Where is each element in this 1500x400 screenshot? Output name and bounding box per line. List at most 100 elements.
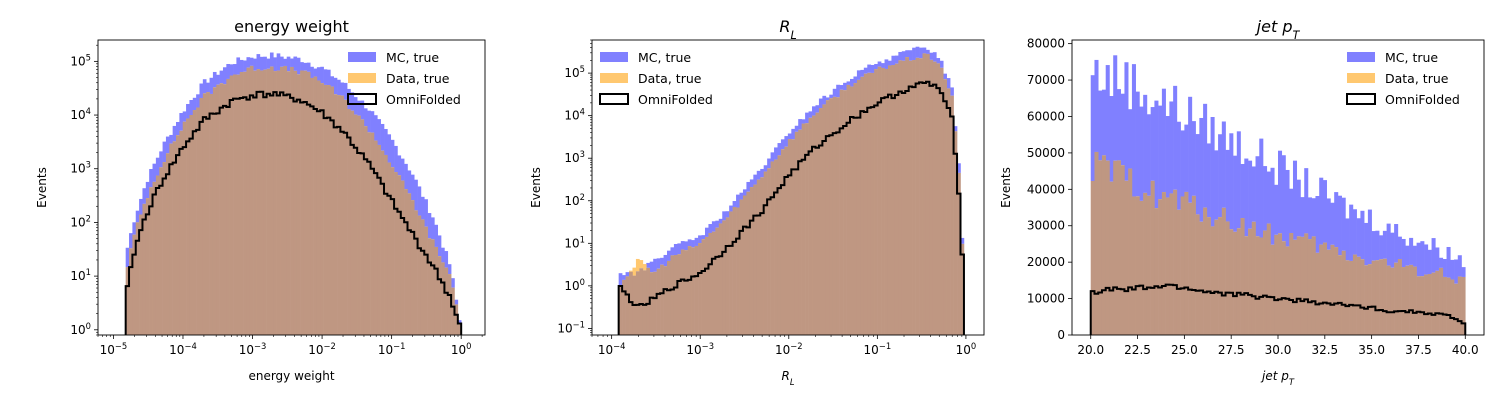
- histogram-bar: [273, 71, 277, 335]
- histogram-bar: [437, 235, 442, 257]
- histogram-bar: [1101, 89, 1107, 156]
- histogram-bar: [407, 193, 412, 335]
- histogram-bar: [243, 60, 247, 72]
- histogram-bar: [846, 84, 851, 335]
- histogram-bar: [618, 285, 623, 335]
- histogram-bar: [1131, 64, 1136, 197]
- histogram-bar: [172, 141, 177, 335]
- histogram-bar: [770, 152, 775, 162]
- histogram-bar: [684, 241, 689, 251]
- histogram-bar: [1390, 267, 1395, 335]
- histogram-bar: [367, 132, 371, 335]
- chart-panel-1: 10−5 10−4 10−3 10−2 10−1 100 100 101 102 103 104 10…: [35, 17, 486, 383]
- histogram-bar: [812, 115, 816, 335]
- histogram-bar: [839, 89, 844, 335]
- histogram-bar: [380, 150, 385, 335]
- histogram-bar: [176, 121, 180, 136]
- histogram-bar: [451, 278, 455, 288]
- histogram-bar: [905, 50, 910, 58]
- histogram-bar: [1131, 196, 1136, 335]
- histogram-bar: [960, 243, 965, 335]
- histogram-bar: [1345, 218, 1350, 261]
- histogram-bar: [155, 175, 160, 335]
- histogram-bar: [424, 199, 428, 227]
- histogram-bar: [1450, 259, 1455, 280]
- histogram-bar: [915, 46, 920, 58]
- histogram-bar: [805, 123, 809, 335]
- legend-label: MC, true: [1385, 50, 1438, 65]
- histogram-bar: [815, 112, 820, 335]
- histogram-bar: [1255, 236, 1260, 335]
- histogram-bar: [1371, 231, 1376, 261]
- histogram-bar: [829, 94, 834, 99]
- histogram-bar: [1439, 257, 1444, 268]
- histogram-bar: [698, 243, 702, 335]
- series-omnifolded-step: [124, 90, 463, 335]
- histogram-bar: [1379, 235, 1384, 260]
- histogram-bar: [125, 267, 130, 335]
- histogram-bar: [1292, 239, 1298, 335]
- y-tick-label: 104: [564, 107, 585, 123]
- histogram-bar: [1330, 202, 1335, 245]
- x-tick-label: 10−1: [864, 341, 892, 357]
- histogram-bar: [791, 139, 796, 335]
- histogram-bar: [950, 87, 954, 96]
- y-tick-label: 50000: [1027, 146, 1065, 160]
- histogram-bar: [370, 132, 375, 335]
- histogram-bar: [1188, 202, 1193, 335]
- histogram-bar: [901, 60, 906, 335]
- histogram-bar: [337, 79, 341, 96]
- chart-title: RL: [779, 17, 796, 42]
- histogram-bar: [1120, 165, 1125, 335]
- legend-label: OmniFolded: [1385, 92, 1460, 107]
- histogram-bar: [1124, 180, 1129, 335]
- x-tick-label: 10−3: [239, 341, 267, 357]
- plot-area: [124, 52, 463, 335]
- histogram-bar: [280, 66, 284, 335]
- histogram-bar: [333, 94, 338, 335]
- histogram-bar: [1289, 233, 1294, 335]
- histogram-bar: [1135, 91, 1140, 197]
- histogram-bar: [708, 232, 713, 335]
- histogram-bar: [1139, 200, 1144, 335]
- histogram-bar: [687, 239, 692, 247]
- histogram-bar: [1195, 214, 1200, 335]
- histogram-bar: [767, 158, 771, 169]
- histogram-bar: [414, 179, 418, 211]
- histogram-bar: [646, 262, 651, 268]
- series-omnifolded-step: [1089, 283, 1467, 335]
- series-overlap-bars: [618, 53, 965, 335]
- chart-title: energy weight: [234, 17, 349, 36]
- histogram-bar: [1206, 217, 1211, 335]
- histogram-bar: [430, 217, 435, 240]
- histogram-bar: [1409, 264, 1414, 335]
- histogram-bar: [280, 56, 284, 67]
- histogram-bar: [877, 66, 882, 335]
- histogram-bar: [199, 83, 204, 98]
- histogram-bar: [186, 103, 190, 119]
- histogram-bar: [437, 256, 442, 335]
- histogram-bar: [1401, 267, 1406, 335]
- histogram-bar: [1356, 256, 1361, 335]
- histogram-bar: [863, 73, 868, 335]
- y-tick-label: 100: [564, 277, 585, 293]
- histogram-bar: [1364, 265, 1369, 335]
- histogram-bar: [884, 59, 889, 69]
- histogram-bar: [363, 108, 368, 127]
- histogram-bar: [1454, 259, 1459, 284]
- histogram-bar: [874, 63, 878, 70]
- histogram-bar: [1424, 244, 1429, 275]
- histogram-bar: [946, 78, 951, 89]
- histogram-bar: [850, 78, 854, 87]
- histogram-bar: [323, 84, 328, 335]
- histogram-bar: [787, 133, 792, 140]
- histogram-bar: [701, 235, 706, 240]
- histogram-bar: [457, 324, 462, 335]
- histogram-bar: [1244, 236, 1249, 335]
- legend-swatch: [348, 52, 376, 62]
- legend-swatch: [1347, 52, 1375, 62]
- histogram-bar: [149, 187, 153, 335]
- histogram-bar: [946, 88, 951, 335]
- histogram-bar: [1394, 224, 1399, 263]
- histogram-bar: [1180, 196, 1185, 335]
